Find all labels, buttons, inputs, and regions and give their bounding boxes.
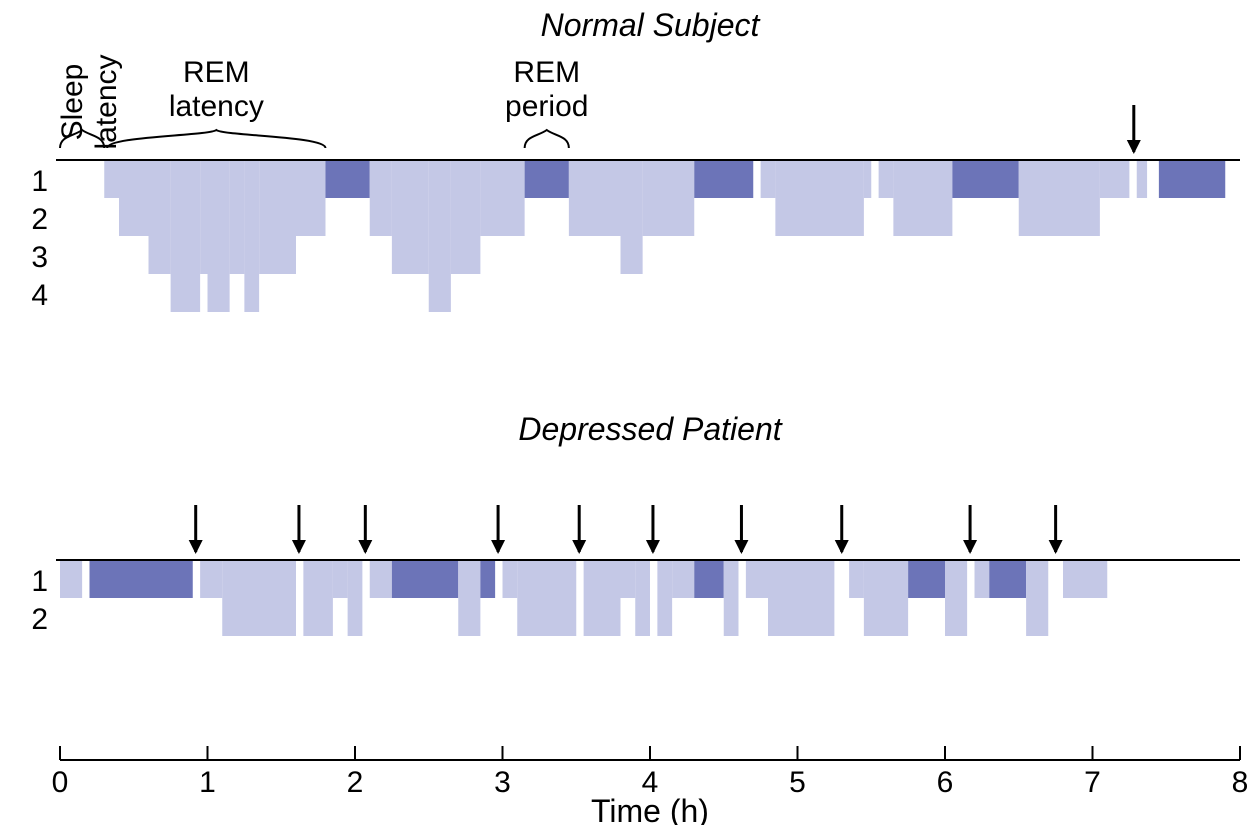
hypnogram-figure: Normal Subject 1 2 3 4 Sleeplatency REMlatency… [0,0,1256,825]
bracket-label: REMperiod [505,56,588,123]
depressed-segment [503,560,518,598]
x-tick-label: 5 [789,766,806,799]
depressed-segment [303,560,333,636]
depressed-segment [621,560,636,598]
normal-segment [952,160,1018,198]
depressed-segment [333,560,348,598]
normal-segment [259,160,296,274]
normal-segment [244,160,259,312]
normal-segment [1019,160,1100,236]
wake-arrow-head-icon [358,540,372,554]
normal-segment [171,160,201,312]
normal-segment [208,160,230,312]
wake-arrow-head-icon [491,540,505,554]
depressed-segment [908,560,945,598]
depressed-segment [849,560,864,598]
wake-arrow-head-icon [1127,140,1141,154]
depressed-segment [768,560,834,636]
depressed-segment [584,560,621,636]
x-tick-label: 2 [347,766,364,799]
depressed-segment [90,560,193,598]
normal-segment [569,160,621,236]
depressed-segment [975,560,990,598]
normal-segment [326,160,370,198]
normal-segment [296,160,326,236]
depressed-segment [200,560,222,598]
wake-arrow-head-icon [189,540,203,554]
x-axis-title: Time (h) [591,793,709,825]
x-tick-label: 0 [52,766,69,799]
wake-arrow-head-icon [1049,540,1063,554]
normal-segment [429,160,451,312]
normal-segment [1100,160,1130,198]
normal-segment [149,160,171,274]
depressed-segment [1026,560,1048,636]
depressed-segment [370,560,392,598]
normal-segment [525,160,569,198]
depressed-segment [222,560,296,636]
wake-arrow-head-icon [734,540,748,554]
depressed-segment [458,560,480,636]
normal-segment [104,160,119,198]
wake-arrow-head-icon [646,540,660,554]
depressed-title: Depressed Patient [518,411,782,447]
normal-segment [370,160,392,236]
depressed-segment [694,560,724,598]
depressed-segment [517,560,576,636]
normal-stage-label: 1 [31,165,48,198]
depressed-stage-label: 1 [31,565,48,598]
normal-segment [694,160,753,198]
normal-stage-label: 4 [31,279,48,312]
normal-segment [893,160,952,236]
normal-segment [230,160,245,274]
bracket-label: REMlatency [169,56,264,123]
depressed-stage-label: 2 [31,603,48,636]
x-tick-label: 3 [494,766,511,799]
depressed-segment [989,560,1026,598]
normal-segment [879,160,894,198]
wake-arrow-head-icon [292,540,306,554]
depressed-segment [1063,560,1107,598]
depressed-segment [348,560,363,636]
depressed-segment [60,560,82,598]
normal-segment [761,160,776,198]
normal-segment [1137,160,1147,198]
x-tick-label: 1 [199,766,216,799]
normal-stage-label: 3 [31,241,48,274]
bracket-icon [107,130,325,148]
normal-segment [119,160,149,236]
normal-segment [775,160,864,236]
wake-arrow-head-icon [835,540,849,554]
normal-segment [643,160,695,236]
wake-arrow-head-icon [963,540,977,554]
normal-segment [621,160,643,274]
bracket-label: Sleeplatency [56,54,123,149]
normal-segment [864,160,871,198]
x-tick-label: 6 [937,766,954,799]
normal-segment [392,160,429,274]
bracket-icon [525,130,569,148]
x-tick-label: 8 [1232,766,1249,799]
normal-segment [451,160,481,274]
depressed-segment [672,560,694,598]
depressed-segment [392,560,458,598]
depressed-segment [945,560,967,636]
depressed-segment [724,560,739,636]
x-tick-label: 7 [1084,766,1101,799]
depressed-segment [635,560,650,636]
normal-segment [480,160,524,236]
depressed-segment [746,560,768,598]
depressed-segment [864,560,908,636]
normal-segment [200,160,207,274]
depressed-segment [657,560,672,636]
normal-title: Normal Subject [541,7,761,43]
normal-stage-label: 2 [31,203,48,236]
wake-arrow-head-icon [572,540,586,554]
depressed-segment [480,560,495,598]
normal-segment [1159,160,1225,198]
